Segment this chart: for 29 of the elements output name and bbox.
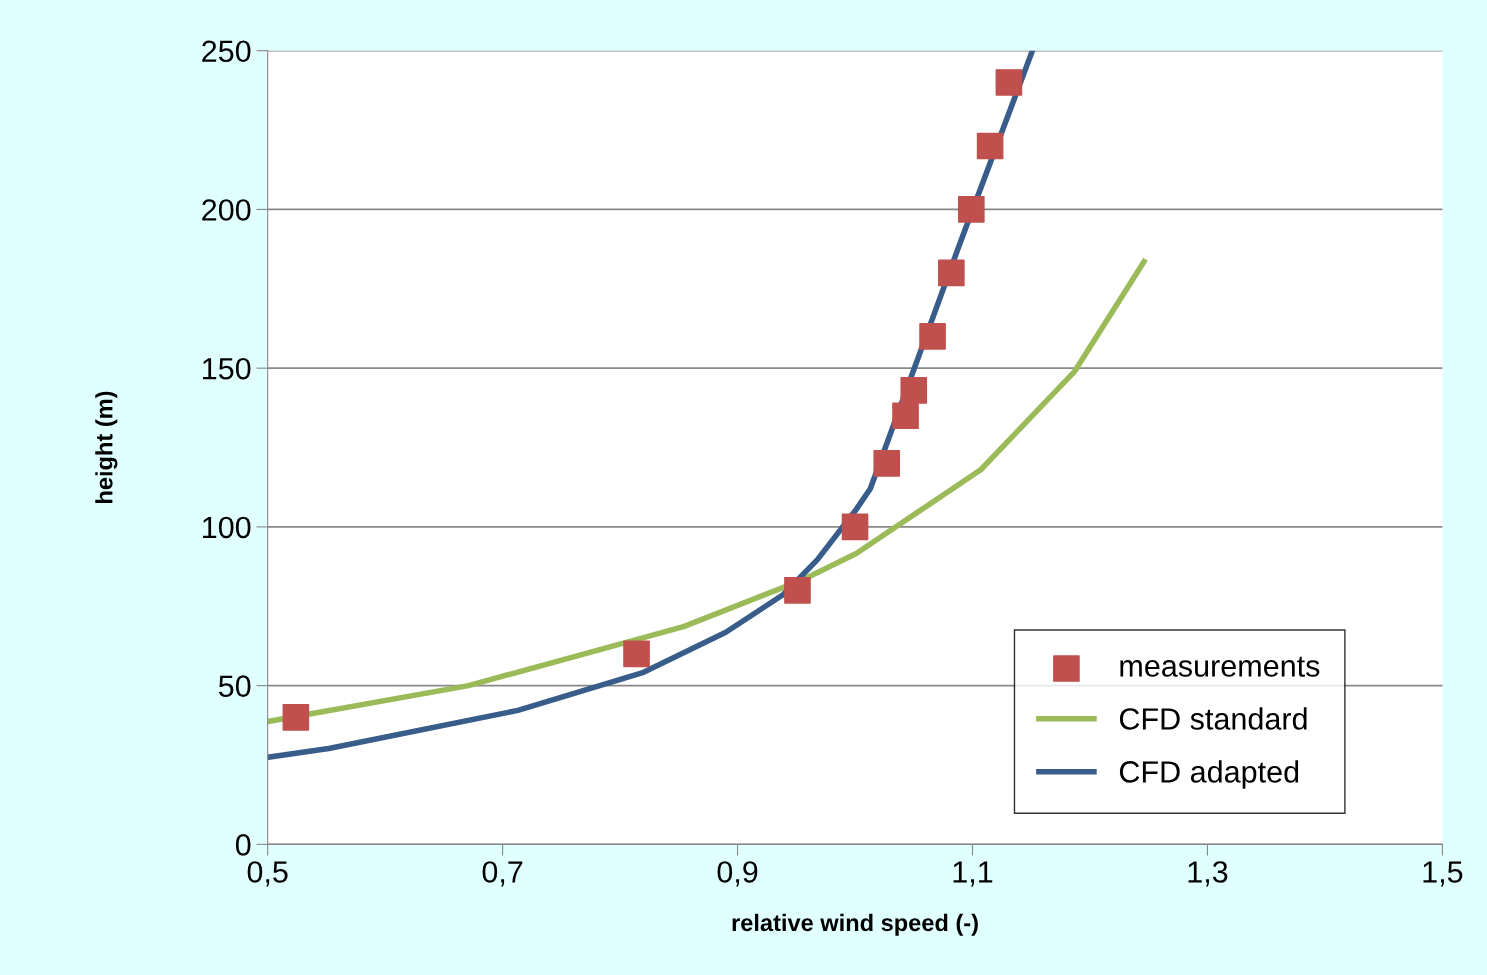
x-axis-title: relative wind speed (-) xyxy=(732,913,978,936)
legend-label: CFD standard xyxy=(1119,707,1307,730)
x-tick-label: 0,5 xyxy=(247,861,288,887)
point xyxy=(995,69,1023,96)
y-tick-label: 250 xyxy=(202,40,251,63)
y-tick-label: 0 xyxy=(235,834,251,856)
point xyxy=(841,513,869,541)
point xyxy=(784,577,811,604)
x-tick-label: 0,7 xyxy=(482,861,523,887)
x-tick-label: 1,1 xyxy=(953,861,993,887)
point xyxy=(938,259,965,287)
x-tick-label: 1,3 xyxy=(1188,861,1228,887)
x-tick-label: 0,9 xyxy=(717,861,758,887)
y-tick-label: 50 xyxy=(218,675,251,697)
legend-label: measurements xyxy=(1120,656,1320,677)
y-tick-label: 100 xyxy=(203,516,251,539)
y-tick-label: 200 xyxy=(202,199,251,221)
point xyxy=(976,132,1004,160)
point xyxy=(892,402,919,430)
y-tick-label: 150 xyxy=(203,357,251,380)
point xyxy=(900,377,928,404)
point xyxy=(873,450,901,477)
x-tick-label: 1,5 xyxy=(1423,861,1463,887)
point xyxy=(282,704,310,731)
legend-label: CFD adapted xyxy=(1119,760,1299,789)
y-axis-title: height (m) xyxy=(95,391,118,503)
point xyxy=(623,640,650,668)
point xyxy=(919,323,946,350)
point xyxy=(958,196,985,223)
